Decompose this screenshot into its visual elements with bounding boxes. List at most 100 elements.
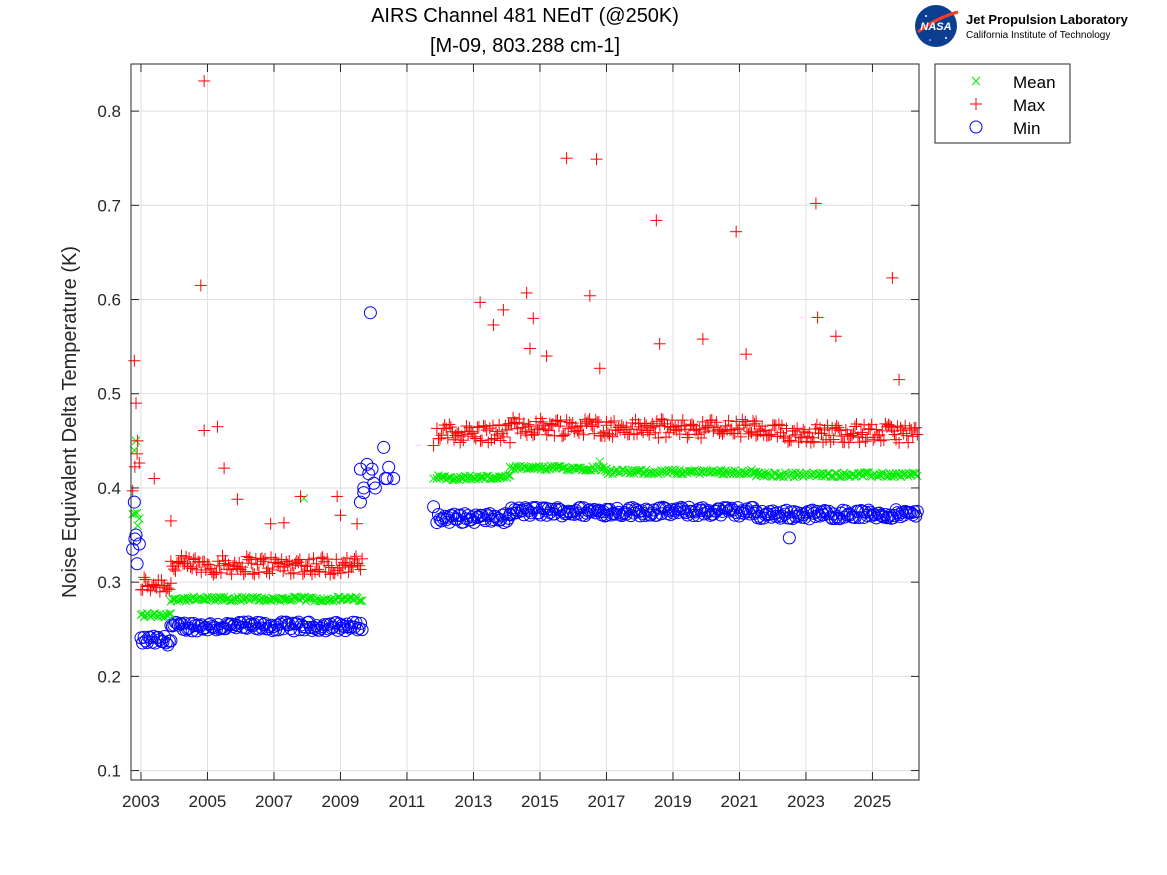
max-point bbox=[528, 428, 541, 441]
max-point bbox=[666, 414, 679, 427]
y-axis-tick-labels: 0.1 0.2 0.3 0.4 0.5 0.6 0.7 0.8 bbox=[97, 102, 121, 780]
max-point bbox=[585, 418, 598, 431]
max-outlier-point bbox=[331, 490, 344, 503]
max-point bbox=[818, 423, 831, 436]
mean-point bbox=[448, 475, 457, 485]
min-point bbox=[609, 507, 623, 521]
x-tick-label: 2003 bbox=[122, 792, 160, 811]
max-point bbox=[549, 414, 562, 427]
max-point bbox=[175, 549, 188, 562]
legend-label-min: Min bbox=[1013, 119, 1040, 138]
min-point bbox=[725, 501, 739, 515]
max-point bbox=[905, 424, 918, 437]
min-outlier-point bbox=[387, 472, 401, 486]
max-point bbox=[906, 430, 919, 443]
min-point bbox=[341, 620, 355, 634]
max-point bbox=[827, 433, 840, 446]
max-point bbox=[434, 432, 447, 445]
max-point bbox=[883, 419, 896, 432]
max-point bbox=[542, 424, 555, 437]
max-outlier-point bbox=[129, 397, 142, 410]
max-point bbox=[136, 583, 149, 596]
max-point bbox=[710, 416, 723, 429]
max-outlier-point bbox=[294, 490, 307, 503]
max-outlier-point bbox=[650, 214, 663, 227]
max-point bbox=[170, 557, 183, 570]
min-point bbox=[307, 620, 321, 634]
min-outlier-point bbox=[782, 531, 796, 545]
max-outlier-point bbox=[334, 509, 347, 522]
max-point bbox=[466, 427, 479, 440]
max-outlier-point bbox=[590, 153, 603, 166]
max-point bbox=[577, 428, 590, 441]
max-point bbox=[640, 419, 653, 432]
max-point bbox=[733, 422, 746, 435]
max-point bbox=[734, 430, 747, 443]
max-outlier-point bbox=[829, 330, 842, 343]
max-point bbox=[531, 423, 544, 436]
max-point bbox=[603, 428, 616, 441]
mean-point bbox=[669, 468, 678, 477]
mean-point bbox=[432, 474, 442, 483]
mean-point bbox=[597, 465, 607, 475]
max-point bbox=[868, 431, 881, 444]
min-point bbox=[223, 618, 237, 632]
mean-point bbox=[833, 472, 843, 481]
max-point bbox=[350, 550, 363, 563]
max-outlier-point bbox=[231, 493, 244, 506]
max-outlier-point bbox=[194, 279, 207, 292]
min-point bbox=[760, 507, 774, 521]
max-point bbox=[302, 553, 315, 566]
max-point bbox=[842, 436, 855, 449]
max-outlier-point bbox=[487, 318, 500, 331]
max-point bbox=[155, 574, 168, 587]
max-point bbox=[469, 432, 482, 445]
max-point bbox=[482, 436, 495, 449]
max-point bbox=[882, 418, 895, 431]
max-point bbox=[676, 414, 689, 427]
max-point bbox=[172, 556, 185, 569]
x-tick-label: 2015 bbox=[521, 792, 559, 811]
max-point bbox=[313, 565, 326, 578]
max-point bbox=[345, 560, 358, 573]
series-mean-points bbox=[128, 461, 922, 622]
max-point bbox=[911, 428, 924, 441]
max-point bbox=[493, 418, 506, 431]
max-point bbox=[460, 420, 473, 433]
max-point bbox=[626, 416, 639, 429]
max-outlier-point bbox=[560, 152, 573, 165]
max-outlier-point bbox=[583, 289, 596, 302]
mean-point bbox=[354, 596, 364, 606]
min-point bbox=[256, 618, 270, 632]
jpl-title: Jet Propulsion Laboratory bbox=[966, 12, 1129, 27]
max-outlier-point bbox=[730, 225, 743, 238]
max-outlier-point bbox=[351, 517, 364, 530]
min-point bbox=[441, 510, 455, 524]
max-outlier-point bbox=[527, 312, 540, 325]
max-point bbox=[306, 568, 319, 581]
max-point bbox=[624, 423, 637, 436]
max-point bbox=[280, 555, 293, 568]
max-point bbox=[556, 430, 569, 443]
legend-label-max: Max bbox=[1013, 96, 1046, 115]
max-point bbox=[295, 559, 308, 572]
max-point bbox=[708, 421, 721, 434]
min-outlier-point bbox=[129, 528, 143, 542]
max-point bbox=[658, 417, 671, 430]
y-tick-label: 0.4 bbox=[97, 479, 121, 498]
max-point bbox=[138, 571, 151, 584]
max-point bbox=[667, 423, 680, 436]
max-outlier-point bbox=[497, 303, 510, 316]
x-tick-label: 2011 bbox=[389, 792, 426, 811]
max-outlier-point bbox=[893, 373, 906, 386]
jpl-logo: NASA Jet Propulsion Laboratory Californi… bbox=[915, 5, 1129, 47]
max-point bbox=[278, 560, 291, 573]
axis-ticks bbox=[131, 64, 919, 780]
max-outlier-point bbox=[264, 517, 277, 530]
max-point bbox=[557, 429, 570, 442]
max-point bbox=[319, 566, 332, 579]
max-point bbox=[199, 564, 212, 577]
max-point bbox=[890, 433, 903, 446]
mean-point bbox=[166, 609, 176, 618]
min-point bbox=[696, 501, 710, 515]
